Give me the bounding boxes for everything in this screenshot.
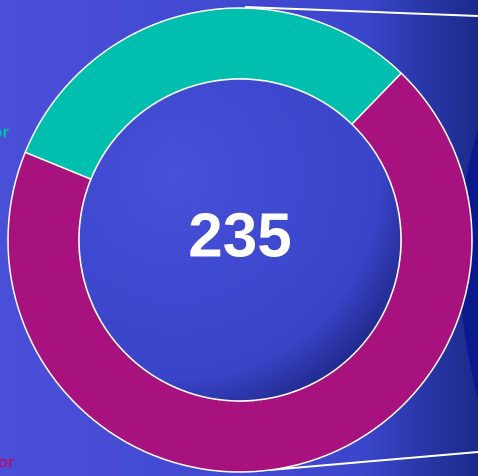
legend-label: tor bbox=[0, 452, 15, 471]
leader-line bbox=[269, 451, 478, 471]
legend-label: or bbox=[0, 122, 9, 141]
donut-hole bbox=[78, 78, 402, 402]
center-label: 235 bbox=[188, 201, 291, 270]
leader-line bbox=[244, 6, 478, 17]
